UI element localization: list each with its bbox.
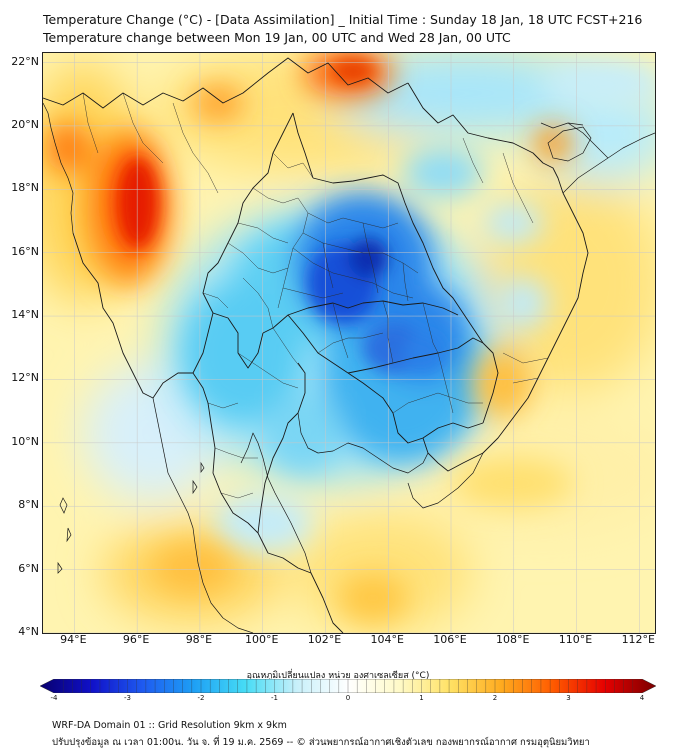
field-layer-warm-cores xyxy=(118,59,375,248)
colorbar-tick-label: -1 xyxy=(271,694,278,702)
islands xyxy=(57,126,592,574)
lon-tick-label: 110°E xyxy=(558,633,593,646)
colorbar-tick-label: 0 xyxy=(345,694,351,702)
colorbar-tick-label: 4 xyxy=(639,694,645,702)
lat-tick-label: 6°N xyxy=(18,561,39,575)
lon-tick-label: 100°E xyxy=(244,633,279,646)
lat-tick-label: 10°N xyxy=(11,434,39,448)
temperature-change-map xyxy=(42,52,656,634)
colorbar-tick-label: 1 xyxy=(419,694,424,702)
lon-tick-label: 104°E xyxy=(370,633,404,646)
map-title: Temperature Change (°C) - [Data Assimila… xyxy=(43,12,643,27)
lon-tick-label: 98°E xyxy=(185,633,213,646)
colorbar-tick-label: -3 xyxy=(124,694,131,702)
colorbar xyxy=(40,679,656,693)
footer-credit: ปรับปรุงข้อมูล ณ เวลา 01:00น. วัน จ. ที่… xyxy=(52,737,590,748)
lat-tick-label: 12°N xyxy=(11,371,39,385)
colorbar-tick-label: -2 xyxy=(197,694,205,702)
province-borders xyxy=(82,92,549,499)
lat-tick-label: 22°N xyxy=(11,54,39,68)
lon-tick-label: 94°E xyxy=(60,633,87,646)
lon-tick-label: 102°E xyxy=(307,633,342,646)
colorbar-label: อุณหภูมิเปลี่ยนแปลง หน่วย องศาเซลเซียส (… xyxy=(246,671,430,681)
lon-tick-label: 112°E xyxy=(621,633,656,646)
footer-model-info: WRF-DA Domain 01 :: Grid Resolution 9km … xyxy=(52,720,287,731)
colorbar-tick-label: 2 xyxy=(492,694,498,702)
map-subtitle: Temperature change between Mon 19 Jan, 0… xyxy=(43,30,511,45)
lon-tick-label: 108°E xyxy=(496,633,530,646)
colorbar-tick-label: -4 xyxy=(50,694,58,702)
coastlines xyxy=(43,102,655,633)
lat-tick-label: 20°N xyxy=(11,117,39,131)
country-borders xyxy=(43,57,589,633)
lat-tick-label: 18°N xyxy=(11,181,39,195)
field-layer-cold xyxy=(183,58,655,553)
lon-tick-label: 106°E xyxy=(433,633,467,646)
graticule xyxy=(43,53,655,633)
lat-tick-label: 16°N xyxy=(11,244,39,258)
lat-tick-label: 4°N xyxy=(18,625,39,638)
colorbar-tick-label: 3 xyxy=(566,694,571,702)
lat-tick-label: 14°N xyxy=(11,308,39,322)
lon-tick-label: 96°E xyxy=(122,633,150,646)
lat-tick-label: 8°N xyxy=(18,498,39,512)
